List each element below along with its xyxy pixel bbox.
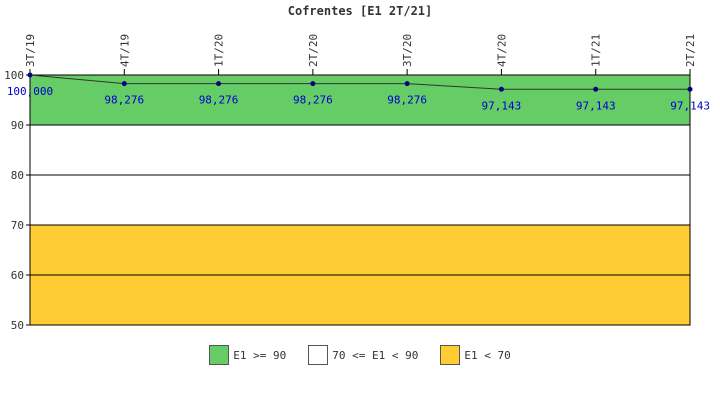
- data-point: [404, 81, 410, 87]
- y-tick-label: 80: [11, 169, 24, 182]
- y-tick-label: 50: [11, 319, 24, 332]
- x-tick-label: 2T/20: [307, 34, 320, 67]
- data-point: [27, 72, 33, 78]
- x-tick-label: 4T/20: [495, 34, 508, 67]
- data-point: [121, 81, 127, 87]
- legend-item-yellow: E1 < 70: [440, 345, 511, 365]
- chart-title: Cofrentes [E1 2T/21]: [287, 4, 433, 18]
- legend-swatch-white: [308, 345, 329, 365]
- data-label: 98,276: [104, 94, 144, 107]
- legend-item-white: 70 <= E1 < 90: [308, 345, 418, 365]
- legend-label-green: E1 >= 90: [233, 348, 287, 362]
- legend-swatch-yellow: [440, 345, 461, 365]
- data-label: 98,276: [199, 94, 239, 107]
- y-tick-label: 90: [11, 119, 24, 132]
- data-point: [593, 86, 599, 92]
- x-tick-label: 2T/21: [684, 34, 697, 67]
- data-label: 100,000: [7, 85, 53, 98]
- legend-label-yellow: E1 < 70: [464, 348, 511, 362]
- y-tick-label: 100: [4, 69, 24, 82]
- series-line: [29, 74, 690, 90]
- data-point: [687, 86, 693, 92]
- x-tick-label: 1T/21: [590, 34, 603, 67]
- legend-swatch-green: [209, 345, 230, 365]
- y-tick-label: 70: [11, 219, 24, 232]
- x-tick-label: 1T/20: [213, 34, 226, 67]
- data-label: 98,276: [293, 94, 333, 107]
- x-tick-label: 4T/19: [118, 34, 131, 67]
- x-tick-label: 3T/20: [401, 34, 414, 67]
- data-label: 97,143: [670, 99, 710, 112]
- data-label: 98,276: [387, 94, 427, 107]
- y-tick-label: 60: [11, 269, 24, 282]
- legend-label-white: 70 <= E1 < 90: [332, 348, 419, 362]
- data-point: [498, 86, 504, 92]
- legend: E1 >= 90 70 <= E1 < 90 E1 < 70: [0, 345, 720, 365]
- legend-item-green: E1 >= 90: [209, 345, 286, 365]
- data-point: [216, 81, 222, 87]
- x-tick-label: 3T/19: [24, 34, 37, 67]
- data-label: 97,143: [482, 99, 522, 112]
- data-label: 97,143: [576, 99, 616, 112]
- data-point: [310, 81, 316, 87]
